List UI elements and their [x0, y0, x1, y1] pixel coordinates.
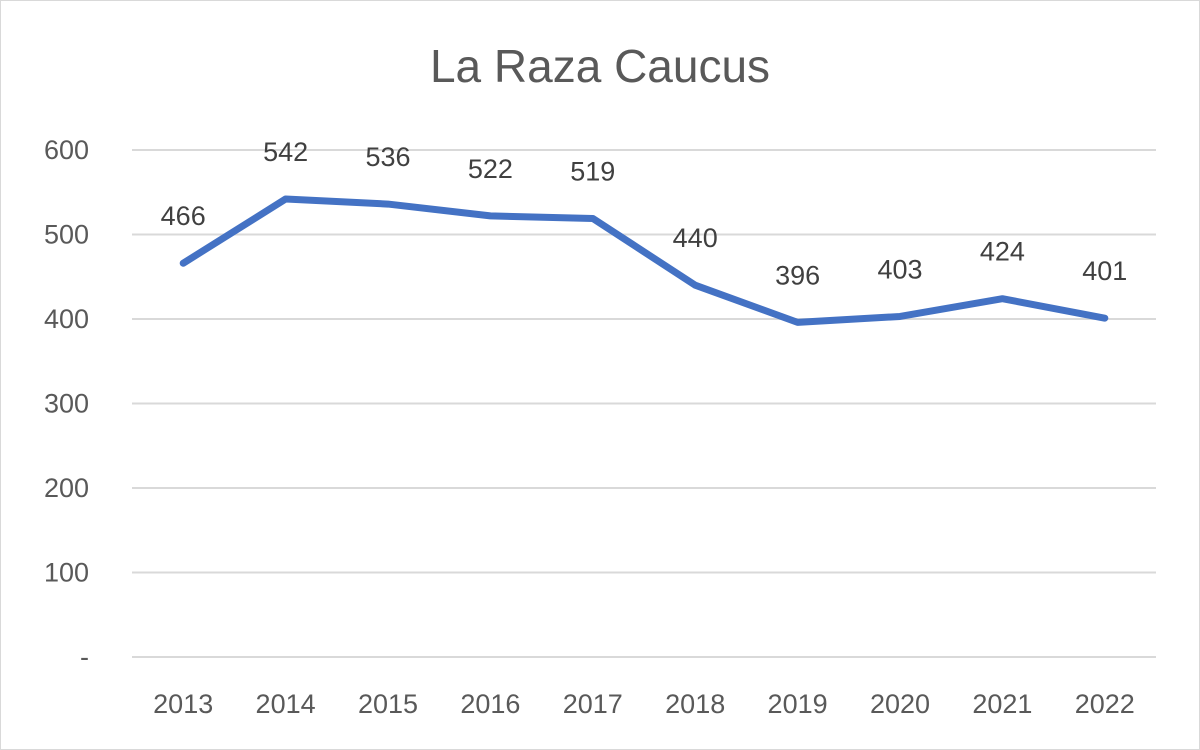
- y-tick-label: 200: [44, 473, 89, 503]
- x-tick-label: 2014: [256, 689, 316, 719]
- data-label: 519: [570, 156, 615, 186]
- chart-title: La Raza Caucus: [429, 40, 771, 92]
- x-tick-label: 2013: [153, 689, 213, 719]
- x-tick-label: 2021: [972, 689, 1032, 719]
- x-tick-label: 2019: [768, 689, 828, 719]
- data-line: [179, 195, 1109, 326]
- y-tick-label: 500: [44, 220, 89, 250]
- x-tick-label: 2020: [870, 689, 930, 719]
- data-label: 440: [673, 223, 718, 253]
- data-label: 403: [877, 254, 922, 284]
- data-label: 401: [1082, 256, 1127, 286]
- data-label: 466: [161, 201, 206, 231]
- data-label: 522: [468, 154, 513, 184]
- x-tick-label: 2015: [358, 689, 418, 719]
- x-tick-label: 2017: [563, 689, 623, 719]
- data-label: 536: [365, 142, 410, 172]
- y-tick-label: -: [80, 642, 89, 672]
- y-tick-label: 400: [44, 304, 89, 334]
- y-tick-label: 600: [44, 135, 89, 165]
- x-tick-label: 2022: [1075, 689, 1135, 719]
- data-label: 424: [980, 237, 1025, 267]
- data-label: 542: [263, 137, 308, 167]
- y-tick-label: 100: [44, 558, 89, 588]
- data-label: 396: [775, 260, 820, 290]
- x-tick-label: 2016: [460, 689, 520, 719]
- x-tick-label: 2018: [665, 689, 725, 719]
- y-tick-label: 300: [44, 389, 89, 419]
